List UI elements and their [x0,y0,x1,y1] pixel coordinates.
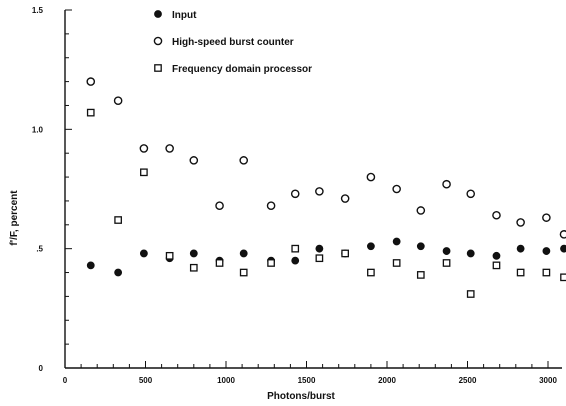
x-tick-label: 3000 [539,376,557,385]
data-marks [86,77,566,298]
data-point [492,210,501,220]
y-tick-label: 1.0 [32,125,44,134]
data-point [392,259,401,267]
data-point [86,108,95,117]
legend-label: Input [172,10,197,21]
legend: Input High-speed burst counter Frequency d… [153,10,312,75]
data-point [516,244,525,253]
data-point [239,249,248,258]
data-point [442,259,451,267]
series-0 [86,237,566,277]
data-point [266,201,276,211]
data-point [542,268,551,277]
data-point [392,237,401,246]
data-point [560,273,566,282]
data-point [86,261,95,270]
x-tick-label: 1000 [217,376,235,385]
data-point [139,144,149,153]
legend-item: Input [154,10,197,21]
data-point [416,206,426,215]
data-point [466,290,475,298]
data-point [560,244,566,253]
legend-item: Frequency domain processor [154,64,312,75]
data-point [290,189,300,199]
y-tick-label: 0 [39,364,44,373]
data-point [367,268,375,277]
data-point [542,247,551,255]
axes [64,10,562,369]
data-point [392,184,401,194]
legend-item: High-speed burst counter [153,36,294,48]
data-point [442,179,451,189]
y-tick-label: .5 [36,245,43,254]
legend-marker [153,36,163,46]
data-point [516,268,525,277]
data-point [114,268,123,277]
x-tick-label: 2500 [459,376,477,385]
data-point [416,242,425,251]
data-point [189,156,199,165]
x-tick-label: 2000 [378,376,396,385]
data-point [139,249,148,258]
data-point [315,254,324,263]
data-point [559,230,566,239]
data-point [416,271,425,279]
x-tick-label: 500 [139,376,153,385]
data-point [492,251,501,260]
data-point [239,156,249,165]
data-point [367,242,375,251]
data-point [86,77,96,86]
data-point [466,249,475,258]
data-point [189,263,198,272]
y-tick-label: 1.5 [32,6,44,15]
legend-label: High-speed burst counter [172,37,294,48]
data-point [215,259,224,267]
data-point [140,168,148,177]
data-point [315,244,324,253]
data-point [516,218,525,227]
data-point [114,216,122,224]
data-point [291,256,300,265]
data-point [215,201,224,211]
x-axis-label: Photons/burst [267,391,335,402]
data-point [341,249,349,258]
series-1 [86,77,566,239]
series-2 [86,108,566,298]
data-point [267,259,275,267]
data-point [113,96,123,105]
data-point [165,144,174,153]
legend-marker [154,10,162,18]
data-point [189,249,198,258]
data-point [542,213,551,222]
data-point [442,247,451,255]
data-point [466,189,476,199]
x-tick-label: 1500 [298,376,316,385]
x-tick-label: 0 [63,376,68,385]
data-point [366,172,376,182]
data-point [340,194,350,203]
data-point [165,251,174,260]
data-point [239,268,248,277]
ticks: 0 500 1000 1500 2000 2500 3000 0 .5 1.0 1.5 [32,6,558,385]
y-axis-label: f'/F, percent [9,190,20,246]
legend-marker [154,64,162,72]
data-point [315,187,324,196]
data-point [492,261,501,270]
legend-label: Frequency domain processor [172,64,312,75]
data-point [291,244,300,253]
